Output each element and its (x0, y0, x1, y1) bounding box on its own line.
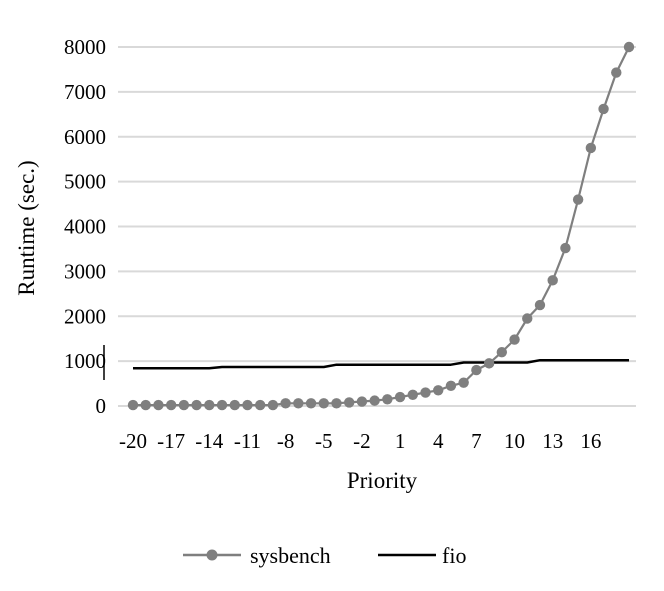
x-tick-label: -20 (119, 429, 147, 453)
sysbench-point (598, 103, 609, 115)
y-tick-labels: 0 1000 2000 3000 4000 5000 6000 7000 8000 (64, 35, 106, 418)
sysbench-point (611, 67, 622, 78)
x-tick-label: -14 (195, 429, 223, 453)
sysbench-point (293, 398, 304, 409)
x-tick-label: -11 (234, 429, 261, 453)
sysbench-point (178, 399, 190, 411)
sysbench-point (369, 395, 380, 406)
sysbench-point (140, 399, 151, 411)
x-tick-label: -2 (353, 429, 371, 453)
sysbench-point (522, 313, 533, 324)
sysbench-point (191, 399, 202, 411)
sysbench-point (344, 397, 355, 408)
sysbench-point (382, 394, 393, 405)
x-tick-labels: -20 -17 -14 -11 -8 -5 -2 1 4 7 10 13 16 (119, 429, 601, 453)
x-tick-label: 7 (471, 429, 482, 453)
sysbench-point (305, 398, 317, 409)
sysbench-point (318, 398, 329, 409)
x-tick-label: 16 (580, 429, 601, 453)
sysbench-point (420, 387, 431, 398)
x-tick-label: -8 (277, 429, 295, 453)
sysbench-point (433, 385, 444, 396)
y-tick-label: 0 (96, 394, 107, 418)
legend: sysbench fio (183, 543, 466, 568)
sysbench-point (356, 396, 368, 407)
y-tick-label: 6000 (64, 125, 106, 149)
y-tick-label: 3000 (64, 259, 106, 283)
sysbench-point (407, 389, 418, 400)
sysbench-point (509, 334, 520, 345)
series (127, 41, 635, 411)
y-tick-label: 5000 (64, 170, 106, 194)
sysbench-point (585, 142, 597, 154)
legend-label: fio (442, 543, 466, 568)
sysbench-point (560, 242, 571, 254)
sysbench-point (280, 398, 291, 409)
sysbench-point (547, 275, 558, 286)
y-tick-label: 2000 (64, 304, 106, 328)
y-tick-label: 4000 (64, 215, 106, 239)
sysbench-point (165, 399, 177, 411)
fio-line (133, 358, 629, 370)
y-axis-title: Runtime (sec.) (14, 160, 39, 295)
sysbench-point (496, 346, 508, 358)
sysbench-point (471, 364, 482, 376)
legend-swatch-marker (206, 549, 218, 561)
sysbench-point (254, 399, 266, 411)
legend-label: sysbench (250, 543, 331, 568)
sysbench-point (229, 399, 240, 411)
x-tick-label: 13 (542, 429, 563, 453)
sysbench-point (153, 399, 164, 411)
sysbench-point (534, 299, 546, 311)
series-sysbench (127, 41, 635, 411)
sysbench-point (394, 391, 406, 403)
sysbench-point (458, 377, 469, 388)
sysbench-point (483, 358, 495, 369)
sysbench-line (133, 46, 630, 407)
sysbench-point (623, 41, 635, 53)
y-tick-label: 7000 (64, 80, 106, 104)
sysbench-point (331, 398, 342, 409)
sysbench-point (242, 399, 253, 411)
sysbench-point (127, 399, 139, 411)
x-tick-label: -5 (315, 429, 333, 453)
x-tick-label: 1 (395, 429, 406, 453)
x-tick-label: -17 (157, 429, 185, 453)
sysbench-point (216, 399, 228, 411)
series-fio (133, 358, 629, 370)
legend-item-fio: fio (378, 543, 466, 568)
x-axis-title: Priority (347, 468, 418, 493)
x-tick-label: 4 (433, 429, 444, 453)
y-tick-label: 8000 (64, 35, 106, 59)
x-tick-label: 10 (504, 429, 525, 453)
gridlines (118, 46, 636, 407)
y-tick-label: 1000 (64, 349, 106, 373)
sysbench-point (204, 399, 215, 411)
sysbench-point (572, 194, 584, 205)
sysbench-point (445, 380, 457, 392)
sysbench-point (267, 399, 279, 411)
legend-item-sysbench: sysbench (183, 543, 331, 568)
